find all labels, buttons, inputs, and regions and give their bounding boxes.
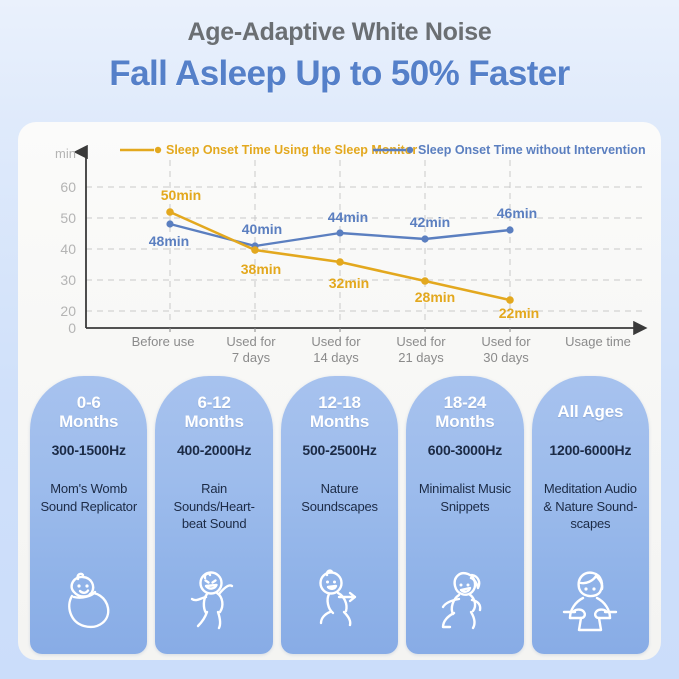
card-title-line-1: 18-24 [443,392,487,412]
card-description: Meditation Audio & Nature Sound- scapes [541,480,639,533]
legend-label-sleep-monitor: Sleep Onset Time Using the Sleep Monitor [166,143,417,157]
page-kicker: Age-Adaptive White Noise [187,18,492,46]
card-description: Minimalist Music Snippets [417,480,513,515]
age-card-12-18-months[interactable]: 12-18 Months 500-2500Hz Nature Soundscap… [280,376,399,654]
xtick-3a: Used for [396,334,446,349]
age-group-cards: 0-6 Months 300-1500Hz Mom's Womb Sound R… [30,376,650,654]
chart-ylabel: min [55,146,76,161]
xtick-2b: 14 days [313,350,359,365]
point-label-orange-2: 32min [329,275,369,291]
point-label-blue-3: 42min [410,214,450,230]
card-description: Nature Soundscapes [299,480,380,515]
card-desc-line-2: & Nature Sound- [543,498,638,514]
card-title-line-2: Months [435,412,495,431]
age-card-0-6-months[interactable]: 0-6 Months 300-1500Hz Mom's Womb Sound R… [30,376,148,654]
series-points-no-intervention [166,220,514,250]
card-frequency: 500-2500Hz [302,442,377,458]
card-desc-line-2: Sound Replicator [40,498,137,514]
page-title: Fall Asleep Up to 50% Faster [109,53,570,93]
point-label-orange-4: 22min [499,305,539,321]
chart-axes [73,144,648,336]
age-card-all-ages[interactable]: All Ages 1200-6000Hz Meditation Audio & … [531,376,650,654]
chart-svg: min 60 50 40 30 20 0 Before use Used for… [55,143,648,365]
card-description: Rain Sounds/Heart- beat Sound [171,480,256,533]
card-title: 0-6 Months [59,392,118,432]
age-card-6-12-months[interactable]: 6-12 Months 400-2000Hz Rain Sounds/Heart… [155,376,273,654]
running-child-icon [406,566,523,640]
point-label-blue-2: 44min [328,209,368,225]
card-desc-line-2: Sounds/Heart- [173,498,255,514]
point-label-orange-3: 28min [415,289,455,305]
standing-child-icon [532,566,649,640]
card-frequency: 400-2000Hz [176,442,252,458]
card-desc-line-1: Minimalist Music [418,481,511,496]
card-frequency: 600-3000Hz [427,442,503,458]
chart-gridlines [86,186,643,312]
chart-xticks [169,328,511,332]
swaddled-baby-icon [30,566,147,640]
card-title-line-1: 6-12 [197,392,231,412]
card-desc-line-2: Snippets [440,498,490,514]
point-label-orange-1: 38min [241,261,281,277]
series-points-sleep-monitor [166,208,514,304]
xtick-1a: Used for [226,334,276,349]
point-label-orange-0: 50min [161,187,201,203]
xtick-4b: 30 days [483,350,529,365]
point-label-blue-1: 40min [242,221,282,237]
sleep-onset-chart: min 60 50 40 30 20 0 Before use Used for… [18,122,661,372]
xtick-1b: 7 days [232,350,271,365]
point-label-blue-0: 48min [149,233,189,249]
xtick-2a: Used for [311,334,361,349]
card-desc-line-1: Meditation Audio [543,481,637,496]
legend-item-no-intervention[interactable]: Sleep Onset Time without Intervention [373,143,646,157]
xtick-0: Before use [132,334,195,349]
card-frequency: 1200-6000Hz [549,442,632,458]
card-title-line-2: Months [59,412,119,431]
svg-text:40: 40 [60,241,76,257]
card-title-line-1: All Ages [557,402,624,422]
dancing-baby-icon [155,566,272,640]
svg-text:30: 30 [60,272,76,288]
card-desc-line-1: Rain [201,481,228,496]
card-desc-line-2: Soundscapes [301,498,378,514]
card-title: 18-24 Months [435,392,494,432]
chart-xtick-labels: Before use Used for 7 days Used for 14 d… [132,334,532,365]
card-title: 6-12 Months [184,392,243,432]
card-desc-line-1: Mom's Womb [50,481,128,496]
card-title: 12-18 Months [310,392,369,432]
card-description: Mom's Womb Sound Replicator [38,480,139,515]
series-labels-sleep-monitor: 50min 38min 32min 28min 22min [161,187,539,321]
card-title-line-1: 12-18 [318,392,361,412]
svg-text:50: 50 [60,210,76,226]
card-title-line-2: Months [309,412,370,431]
legend-item-sleep-monitor[interactable]: Sleep Onset Time Using the Sleep Monitor [120,143,417,157]
svg-text:0: 0 [68,320,76,336]
svg-text:20: 20 [60,303,76,319]
card-desc-line-1: Nature [320,481,359,496]
card-title-line-2: Months [184,412,244,431]
card-desc-line-3: scapes [570,516,611,532]
chart-ytick-labels: 60 50 40 30 20 0 [60,179,76,336]
card-desc-line-3: beat Sound [181,516,247,532]
card-title-line-1: 0-6 [76,392,101,412]
series-labels-no-intervention: 48min 40min 44min 42min 46min [149,205,537,249]
chart-legend: Sleep Onset Time Using the Sleep Monitor… [120,143,646,157]
page-header: Age-Adaptive White Noise Fall Asleep Up … [0,0,679,95]
xtick-3b: 21 days [398,350,444,365]
card-frequency: 300-1500Hz [51,442,126,458]
age-card-18-24-months[interactable]: 18-24 Months 600-3000Hz Minimalist Music… [406,376,524,654]
card-title: All Ages [557,392,623,432]
chart-xlabel: Usage time [565,334,631,349]
svg-text:60: 60 [60,179,76,195]
legend-label-no-intervention: Sleep Onset Time without Intervention [418,143,646,157]
crawling-baby-icon [281,566,398,640]
chart-category-gridlines [169,160,511,325]
point-label-blue-4: 46min [497,205,537,221]
xtick-4a: Used for [481,334,531,349]
